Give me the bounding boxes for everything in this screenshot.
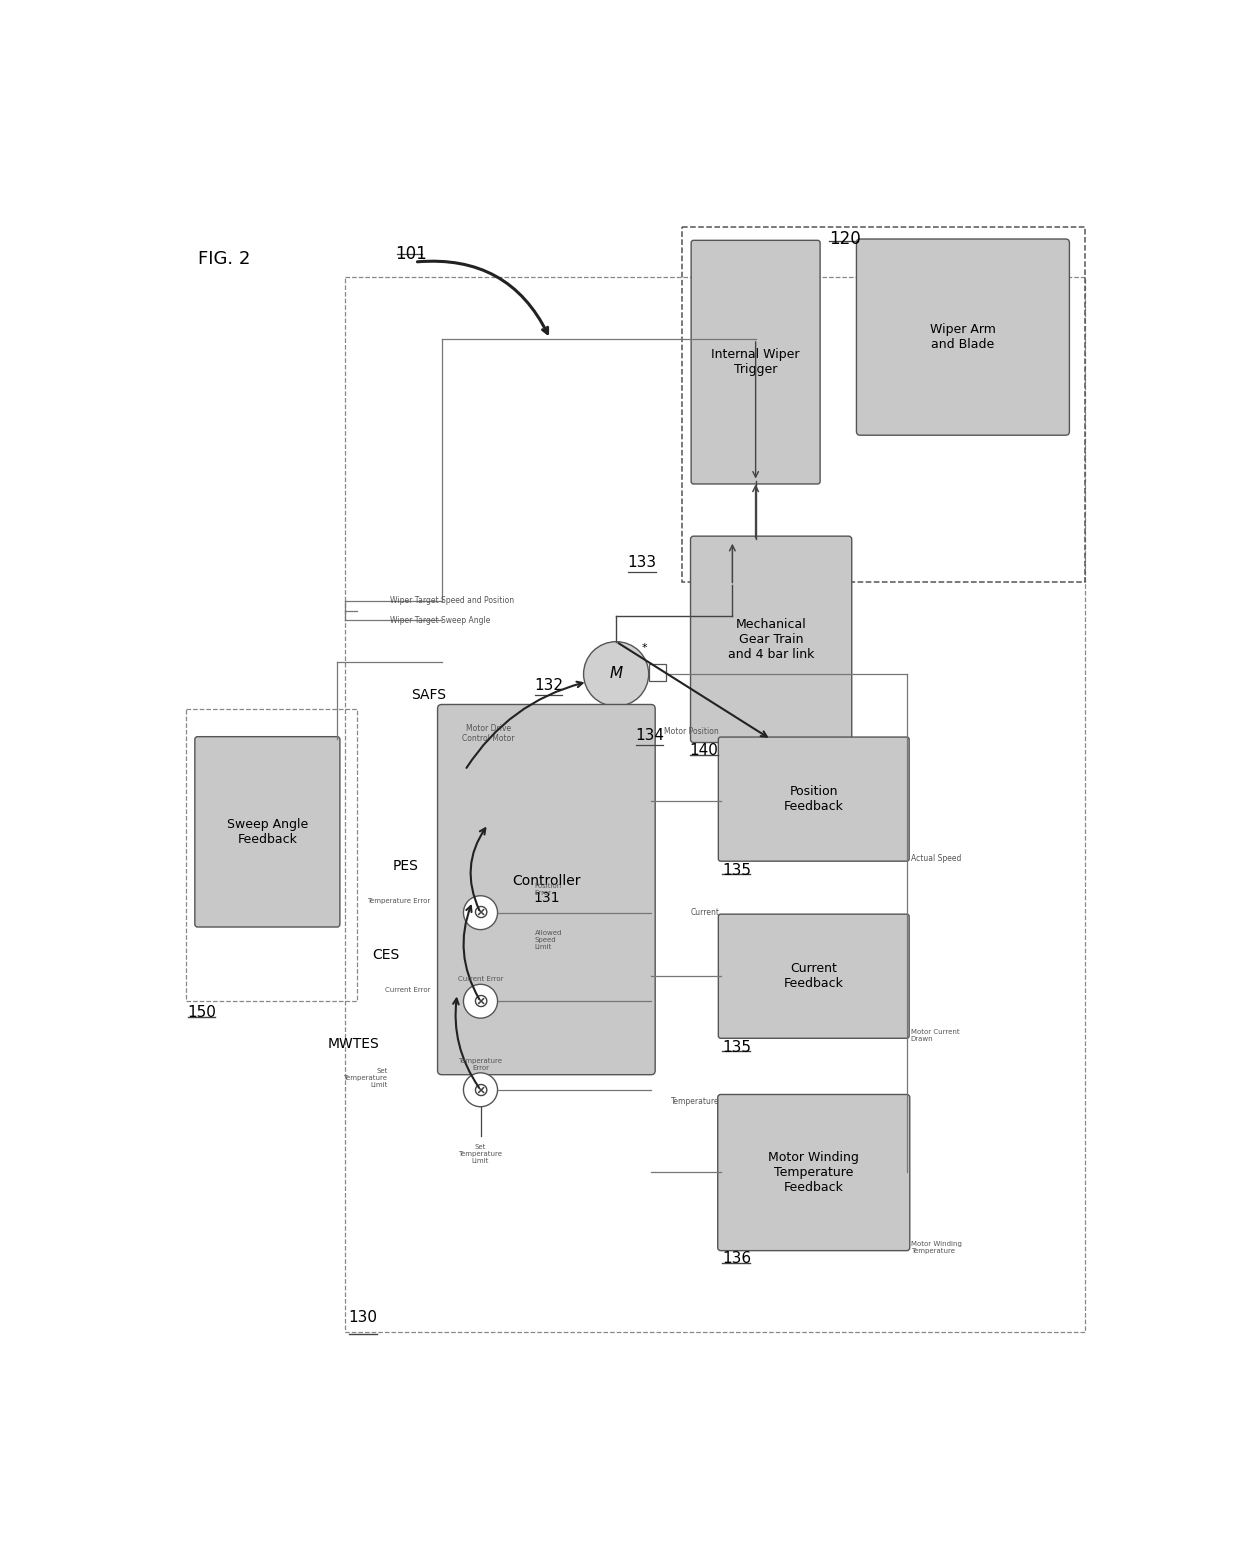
Text: *: * — [642, 643, 647, 652]
Text: Set
Temperature
Limit: Set Temperature Limit — [343, 1069, 387, 1089]
Bar — [682, 227, 1085, 581]
Text: Actual Speed: Actual Speed — [910, 854, 961, 864]
Text: Temperature
Error: Temperature Error — [459, 1058, 502, 1070]
Text: M: M — [610, 666, 622, 682]
Text: 132: 132 — [534, 678, 564, 692]
FancyBboxPatch shape — [857, 239, 1069, 435]
Text: CES: CES — [372, 948, 399, 962]
Bar — [345, 278, 1085, 1332]
Text: MWTES: MWTES — [329, 1036, 379, 1050]
Text: 136: 136 — [722, 1252, 751, 1266]
Text: Wiper Arm
and Blade: Wiper Arm and Blade — [930, 324, 996, 352]
Text: Current Error: Current Error — [384, 987, 430, 993]
Text: ⊗: ⊗ — [472, 904, 489, 922]
Text: ⊗: ⊗ — [472, 1081, 489, 1099]
Text: Motor Winding
Temperature
Feedback: Motor Winding Temperature Feedback — [769, 1150, 859, 1194]
Text: PES: PES — [393, 859, 419, 873]
Text: 130: 130 — [348, 1309, 378, 1325]
Text: Controller
131: Controller 131 — [512, 874, 580, 905]
Text: Allowed
Speed
Limit: Allowed Speed Limit — [534, 930, 562, 950]
Text: Temperature Error: Temperature Error — [367, 897, 430, 904]
FancyBboxPatch shape — [718, 1095, 910, 1251]
Text: Current Error: Current Error — [458, 976, 503, 982]
Circle shape — [464, 896, 497, 930]
Text: 140: 140 — [689, 743, 719, 759]
Circle shape — [584, 641, 649, 706]
Text: 134: 134 — [635, 728, 665, 743]
Text: Motor Current
Drawn: Motor Current Drawn — [910, 1030, 960, 1042]
Text: 101: 101 — [396, 245, 427, 264]
Text: Wiper Target Sweep Angle: Wiper Target Sweep Angle — [389, 615, 490, 625]
Text: Position
Feedback: Position Feedback — [784, 785, 843, 813]
FancyBboxPatch shape — [718, 737, 909, 860]
Text: Temperature: Temperature — [671, 1096, 719, 1106]
Text: Position
Error: Position Error — [534, 884, 562, 896]
Text: 150: 150 — [187, 1005, 217, 1021]
FancyBboxPatch shape — [438, 705, 655, 1075]
Text: SAFS: SAFS — [410, 688, 445, 702]
Text: Set
Temperature
Limit: Set Temperature Limit — [459, 1144, 502, 1164]
Bar — [186, 709, 357, 1001]
Bar — [649, 665, 666, 682]
Text: Current: Current — [691, 908, 719, 917]
Text: Motor Position: Motor Position — [665, 728, 719, 736]
Text: Internal Wiper
Trigger: Internal Wiper Trigger — [712, 348, 800, 376]
Circle shape — [464, 984, 497, 1018]
FancyBboxPatch shape — [691, 537, 852, 743]
Text: Mechanical
Gear Train
and 4 bar link: Mechanical Gear Train and 4 bar link — [728, 618, 815, 662]
Text: Motor Winding
Temperature: Motor Winding Temperature — [910, 1241, 961, 1254]
Text: 133: 133 — [627, 555, 657, 571]
Text: ⊗: ⊗ — [472, 992, 489, 1010]
Text: FIG. 2: FIG. 2 — [197, 250, 250, 268]
Text: 135: 135 — [722, 1039, 751, 1055]
Circle shape — [464, 1073, 497, 1107]
Text: Wiper Target Speed and Position: Wiper Target Speed and Position — [389, 597, 513, 606]
Text: 135: 135 — [722, 862, 751, 877]
Text: 120: 120 — [830, 230, 861, 248]
Text: Current
Feedback: Current Feedback — [784, 962, 843, 990]
FancyBboxPatch shape — [718, 914, 909, 1038]
FancyBboxPatch shape — [691, 241, 820, 484]
FancyBboxPatch shape — [195, 737, 340, 927]
Text: Sweep Angle
Feedback: Sweep Angle Feedback — [227, 817, 308, 847]
Text: Motor Drive
Control Motor: Motor Drive Control Motor — [463, 725, 515, 743]
